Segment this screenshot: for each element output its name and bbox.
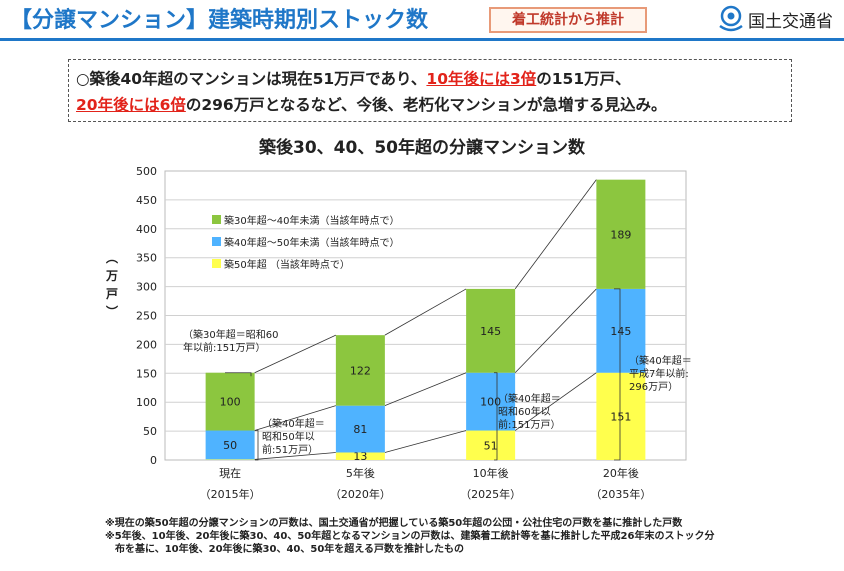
annotation-bracket	[225, 372, 252, 377]
y-tick-label: 250	[136, 310, 157, 323]
annotation: （築30年超＝昭和60 年以前:151万戸）	[183, 328, 278, 354]
annotation: （築40年超＝平成7年以前: 296万戸）	[629, 354, 692, 393]
bar-value-label: 189	[610, 228, 631, 241]
bar-segment	[596, 372, 646, 460]
y-tick-label: 0	[150, 454, 157, 467]
connector-line	[384, 288, 467, 336]
bar-value-label: 122	[350, 364, 371, 377]
connector-line	[514, 179, 597, 290]
annotation-bracket	[494, 372, 498, 461]
bar-value-label: 13	[353, 450, 367, 463]
summary-text: の296万戸となるなど、今後、老朽化マンションが急増する見込み。	[185, 96, 667, 114]
y-axis-label: ︵万戸︶	[105, 251, 119, 319]
y-tick-label: 400	[136, 223, 157, 236]
bar-value-label: 100	[480, 396, 501, 409]
connector-line	[254, 334, 337, 374]
footnote: 布を基に、10年後、20年後に築30、40、50年を超える戸数を推計したもの	[115, 544, 464, 555]
source-badge: 着工統計から推計	[489, 7, 647, 33]
legend-swatch	[212, 259, 221, 268]
annotation-bracket	[614, 288, 621, 461]
bar-segment	[205, 430, 255, 460]
legend-swatch	[212, 215, 221, 224]
x-tick-sublabel: （2025年）	[460, 487, 521, 501]
x-tick-sublabel: （2035年）	[590, 487, 651, 501]
bar-value-label: 81	[353, 423, 367, 436]
x-tick-label: 5年後	[346, 466, 375, 480]
bar-segment	[596, 179, 646, 289]
x-tick-sublabel: （2015年）	[200, 487, 261, 501]
y-tick-label: 200	[136, 338, 157, 351]
legend-label: 築30年超～40年未満（当該年時点で）	[224, 214, 399, 227]
summary-text: ○築後40年超のマンションは現在51万戸であり、	[76, 70, 427, 88]
ministry-name: 国土交通省	[748, 12, 833, 32]
connector-line	[254, 452, 336, 460]
chart-title: 築後30、40、50年超の分譲マンション数	[259, 138, 585, 158]
connector-line	[384, 430, 467, 453]
bar-segment	[466, 288, 516, 373]
bar-value-label: 145	[480, 325, 501, 338]
bar-value-label: 145	[610, 325, 631, 338]
summary-line-1: ○築後40年超のマンションは現在51万戸であり、10年後には3倍の151万戸、	[76, 66, 785, 92]
bar-segment	[466, 430, 516, 460]
connector-line	[384, 372, 467, 407]
y-tick-label: 350	[136, 252, 157, 265]
connector-line	[514, 372, 597, 431]
page-title: 【分譲マンション】建築時期別ストック数	[10, 8, 429, 33]
y-tick-label: 50	[143, 425, 157, 438]
connector-line	[514, 288, 597, 374]
bar-segment	[466, 372, 516, 431]
x-tick-label: 20年後	[603, 466, 639, 480]
bar-value-label: 151	[610, 410, 631, 423]
footnote: ※現在の築50年超の分譲マンションの戸数は、国土交通省が把握している築50年超の…	[105, 518, 683, 529]
footnote: ※5年後、10年後、20年後に築30、40、50年超となるマンションの戸数は、建…	[105, 531, 715, 542]
bar-segment	[335, 335, 385, 406]
summary-highlight: 20年後には6倍	[76, 96, 186, 114]
legend-label: 築40年超～50年未満（当該年時点で）	[224, 236, 399, 249]
annotation: （築40年超＝昭和50年以前:51万戸）	[262, 417, 325, 456]
legend-swatch	[212, 237, 221, 246]
summary-text: の151万戸、	[536, 70, 631, 88]
bar-segment	[335, 452, 385, 460]
annotation: （築40年超＝昭和60年以前:151万戸）	[498, 392, 561, 431]
y-tick-label: 150	[136, 367, 157, 380]
annotation-bracket	[255, 430, 259, 461]
summary-line-2: 20年後には6倍の296万戸となるなど、今後、老朽化マンションが急増する見込み。	[76, 92, 785, 118]
connector-line	[254, 405, 336, 431]
mlit-logo-icon	[719, 5, 743, 32]
bar-value-label: 100	[220, 396, 241, 409]
bar-segment	[335, 405, 385, 453]
x-tick-sublabel: （2020年）	[330, 487, 391, 501]
y-tick-label: 100	[136, 396, 157, 409]
y-tick-label: 500	[136, 165, 157, 178]
y-tick-label: 450	[136, 194, 157, 207]
y-tick-label: 300	[136, 281, 157, 294]
bar-segment	[205, 372, 255, 431]
bar-value-label: 51	[484, 439, 498, 452]
bar-segment	[205, 459, 255, 460]
x-tick-label: 現在	[219, 467, 241, 480]
bar-value-label: 50	[223, 439, 237, 452]
x-tick-label: 10年後	[473, 466, 509, 480]
legend-label: 築50年超 （当該年時点で）	[224, 258, 350, 271]
footnotes: ※現在の築50年超の分譲マンションの戸数は、国土交通省が把握している築50年超の…	[105, 517, 825, 556]
bar-segment	[596, 288, 646, 373]
summary-box: ○築後40年超のマンションは現在51万戸であり、10年後には3倍の151万戸、 …	[68, 59, 792, 122]
header-divider	[0, 38, 844, 41]
summary-highlight: 10年後には3倍	[426, 70, 537, 88]
